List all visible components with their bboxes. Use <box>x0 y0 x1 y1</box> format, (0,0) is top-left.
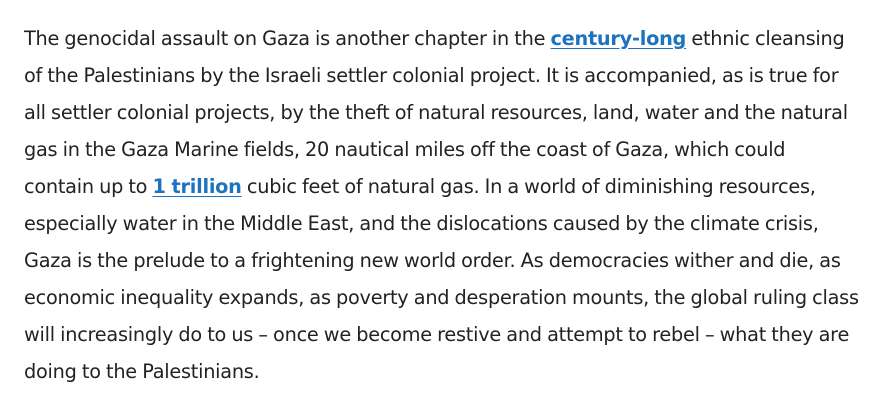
century-long-link[interactable]: century-long <box>550 27 687 50</box>
paragraph-text-segment: cubic feet of natural gas. In a world of… <box>24 175 859 383</box>
one-trillion-link[interactable]: 1 trillion <box>152 175 242 198</box>
paragraph-text-segment: The genocidal assault on Gaza is another… <box>24 27 551 50</box>
article-paragraph: The genocidal assault on Gaza is another… <box>24 20 860 390</box>
paragraph-text-segment: ethnic cleansing of the Palestinians by … <box>24 27 848 198</box>
